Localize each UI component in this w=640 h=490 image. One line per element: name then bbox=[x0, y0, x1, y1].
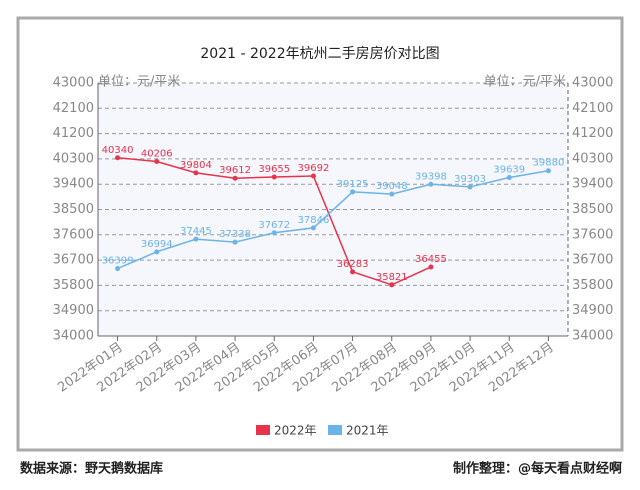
data-label: 39612 bbox=[219, 165, 251, 176]
point bbox=[310, 225, 316, 231]
point bbox=[545, 168, 551, 174]
y2-tick-label: 34900 bbox=[572, 303, 613, 318]
data-label: 40340 bbox=[102, 145, 134, 156]
y2-tick-label: 42100 bbox=[572, 101, 613, 116]
data-label: 39303 bbox=[454, 174, 486, 185]
y-tick-label: 37600 bbox=[53, 227, 94, 242]
y2-tick-label: 34000 bbox=[572, 329, 613, 344]
point bbox=[232, 239, 238, 245]
point bbox=[506, 174, 512, 180]
data-label: 36455 bbox=[415, 254, 447, 265]
data-label: 39880 bbox=[533, 158, 565, 169]
y-unit-right: 单位：元/平米 bbox=[484, 75, 566, 90]
point bbox=[232, 175, 238, 181]
data-label: 37846 bbox=[298, 215, 330, 226]
point bbox=[310, 173, 316, 179]
y-unit-left: 单位：元/平米 bbox=[98, 75, 180, 90]
point bbox=[154, 249, 160, 255]
data-label: 39048 bbox=[376, 181, 408, 192]
legend-swatch bbox=[256, 425, 270, 435]
y2-tick-label: 35800 bbox=[572, 278, 613, 293]
y2-tick-label: 40300 bbox=[572, 151, 613, 166]
point bbox=[115, 155, 121, 161]
y2-tick-label: 38500 bbox=[572, 202, 613, 217]
data-label: 39804 bbox=[180, 160, 212, 171]
point bbox=[428, 181, 434, 187]
y-tick-label: 35800 bbox=[53, 278, 94, 293]
y-tick-label: 43000 bbox=[53, 76, 94, 91]
data-label: 35821 bbox=[376, 272, 408, 283]
chart-title: 2021 - 2022年杭州二手房房价对比图 bbox=[200, 46, 439, 62]
y-tick-label: 34000 bbox=[53, 329, 94, 344]
y-tick-label: 42100 bbox=[53, 101, 94, 116]
series-line bbox=[117, 169, 549, 270]
data-label: 36994 bbox=[141, 239, 173, 250]
data-label: 39692 bbox=[298, 163, 330, 174]
data-label: 37672 bbox=[258, 220, 290, 231]
data-label: 39655 bbox=[258, 164, 290, 175]
y-tick-label: 34900 bbox=[53, 303, 94, 318]
legend-swatch bbox=[328, 425, 342, 435]
credit: 制作整理：@每天看点财经啊 bbox=[453, 461, 622, 477]
point bbox=[389, 282, 395, 288]
data-label: 39125 bbox=[337, 179, 369, 190]
y2-tick-label: 39400 bbox=[572, 177, 613, 192]
point bbox=[154, 159, 160, 165]
point bbox=[350, 189, 356, 195]
data-label: 39398 bbox=[415, 171, 447, 182]
y2-tick-label: 37600 bbox=[572, 227, 613, 242]
y2-tick-label: 36700 bbox=[572, 253, 613, 268]
y-tick-label: 36700 bbox=[53, 253, 94, 268]
y-tick-label: 40300 bbox=[53, 151, 94, 166]
legend-label: 2021年 bbox=[346, 424, 389, 438]
source: 数据来源：野天鹅数据库 bbox=[20, 461, 163, 477]
point bbox=[115, 266, 121, 272]
y-tick-label: 38500 bbox=[53, 202, 94, 217]
y2-tick-label: 43000 bbox=[572, 76, 613, 91]
data-label: 40206 bbox=[141, 149, 173, 160]
legend-label: 2022年 bbox=[274, 424, 317, 438]
y-tick-label: 39400 bbox=[53, 177, 94, 192]
point bbox=[350, 269, 356, 275]
point bbox=[389, 191, 395, 197]
data-label: 39639 bbox=[493, 164, 525, 175]
point bbox=[193, 170, 199, 176]
point bbox=[193, 236, 199, 242]
y-tick-label: 41200 bbox=[53, 126, 94, 141]
point bbox=[428, 264, 434, 270]
point bbox=[271, 230, 277, 236]
data-label: 37338 bbox=[219, 229, 251, 240]
data-label: 37445 bbox=[180, 226, 212, 237]
point bbox=[467, 184, 473, 190]
data-label: 36283 bbox=[337, 259, 369, 270]
point bbox=[271, 174, 277, 180]
y2-tick-label: 41200 bbox=[572, 126, 613, 141]
data-label: 36399 bbox=[102, 256, 134, 267]
